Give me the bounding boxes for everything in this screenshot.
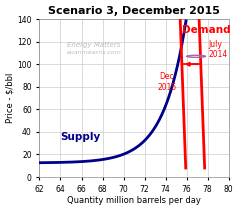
Text: July
2014: July 2014 [209,40,228,59]
Text: Energy Matters: Energy Matters [67,42,121,48]
Text: Demand: Demand [182,25,231,35]
Text: Supply: Supply [60,132,101,142]
X-axis label: Quantity million barrels per day: Quantity million barrels per day [67,196,201,206]
Y-axis label: Price - $/bbl: Price - $/bbl [5,73,15,123]
Text: Dec
2015: Dec 2015 [157,72,176,92]
Text: euanmearns.com: euanmearns.com [67,50,122,55]
Title: Scenario 3, December 2015: Scenario 3, December 2015 [48,5,220,16]
